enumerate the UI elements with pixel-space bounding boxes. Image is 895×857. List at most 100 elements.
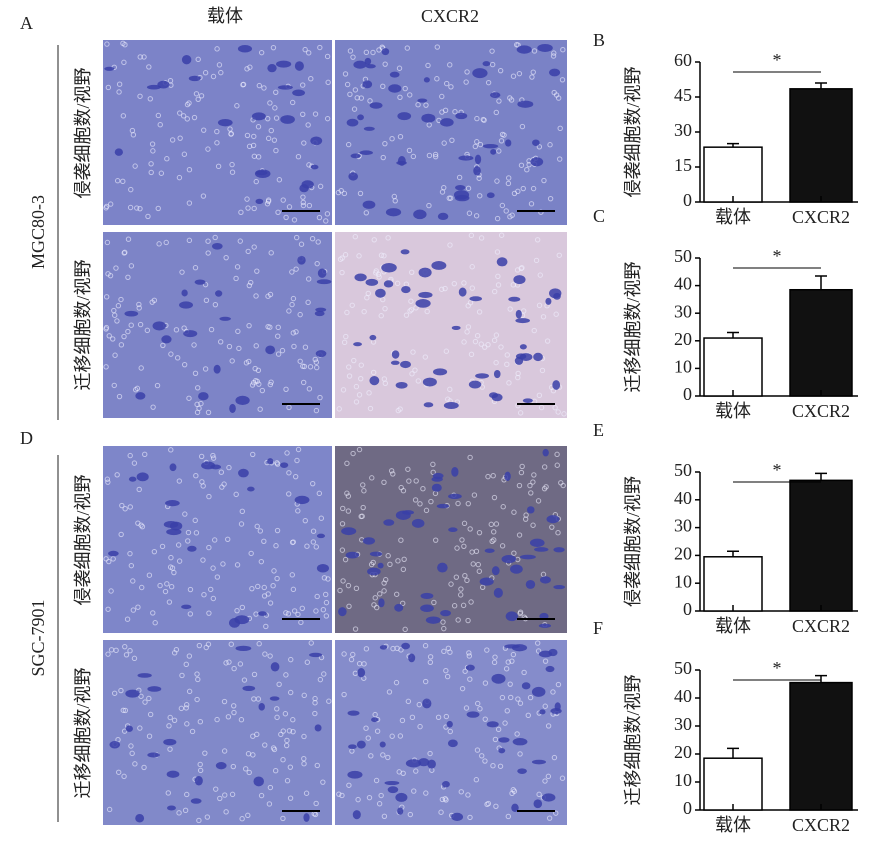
pore: [301, 363, 308, 370]
pore: [313, 407, 320, 414]
pore: [234, 607, 240, 614]
pore: [472, 143, 479, 150]
cell: [280, 115, 295, 124]
cell: [187, 545, 197, 552]
cell: [436, 503, 450, 509]
pore: [146, 733, 153, 739]
pore: [474, 139, 480, 145]
pore: [338, 187, 344, 194]
pore: [312, 700, 318, 706]
pore: [200, 557, 206, 563]
pore: [300, 111, 306, 117]
pore: [498, 138, 505, 144]
pore: [228, 131, 234, 137]
pore: [378, 792, 384, 799]
pore: [168, 351, 174, 357]
cell: [517, 768, 527, 775]
pore: [226, 343, 233, 350]
pore: [194, 409, 201, 416]
y-tick-label: 45: [674, 85, 692, 105]
cell: [530, 157, 544, 167]
pore: [396, 769, 402, 775]
pore: [358, 375, 364, 382]
pore: [541, 464, 548, 470]
pore: [485, 341, 491, 348]
cell: [466, 711, 480, 718]
pore: [393, 591, 400, 597]
cell: [108, 550, 119, 557]
pore: [555, 409, 561, 415]
cell: [472, 68, 488, 79]
cell: [367, 567, 381, 576]
pore: [287, 764, 294, 770]
pore: [291, 608, 298, 614]
cell: [362, 80, 373, 89]
bar: [703, 146, 763, 203]
pore: [317, 183, 324, 190]
pore: [412, 497, 419, 503]
pore: [409, 714, 416, 721]
pore: [120, 707, 126, 713]
y-tick-label: 10: [674, 571, 692, 591]
cell: [315, 350, 327, 358]
pore: [289, 572, 295, 578]
pore: [458, 586, 464, 592]
pore: [542, 778, 548, 784]
pore: [194, 671, 200, 677]
pore: [186, 688, 193, 695]
pore: [127, 648, 133, 654]
pore: [146, 572, 153, 578]
pore: [111, 690, 118, 696]
pore: [304, 659, 311, 665]
pore: [139, 584, 145, 591]
pore: [465, 324, 472, 330]
pore: [116, 81, 123, 87]
cell: [190, 798, 202, 804]
pore: [304, 543, 310, 549]
pore: [426, 202, 432, 209]
pore: [206, 544, 212, 551]
pore: [485, 79, 492, 86]
pore: [205, 250, 211, 256]
pore: [413, 305, 419, 311]
pore: [443, 80, 450, 87]
pore: [111, 382, 117, 389]
pore: [289, 539, 296, 546]
pore: [202, 70, 209, 76]
pore: [518, 265, 524, 272]
pore: [520, 185, 526, 192]
pore: [114, 178, 121, 184]
pore: [266, 801, 273, 807]
cell: [357, 667, 366, 678]
pore: [272, 768, 279, 774]
pore: [505, 813, 512, 820]
significance-mark: *: [773, 658, 782, 678]
pore: [106, 333, 112, 339]
cell: [369, 376, 380, 386]
cell: [423, 77, 430, 83]
pore: [493, 803, 499, 810]
cell: [347, 710, 360, 716]
pore: [268, 127, 274, 134]
bar: [789, 681, 853, 811]
pore: [103, 364, 109, 370]
cell: [277, 85, 293, 90]
cell: [128, 476, 137, 482]
pore: [494, 178, 500, 184]
pore: [491, 337, 498, 344]
pore: [180, 113, 187, 119]
pore: [448, 581, 454, 587]
pore: [432, 537, 439, 543]
cell: [303, 813, 310, 822]
cell: [432, 368, 448, 376]
error-bar: [727, 550, 739, 557]
pore: [444, 673, 451, 680]
cell: [515, 309, 522, 319]
pore: [131, 655, 138, 662]
pore: [134, 205, 140, 211]
pore: [220, 561, 226, 567]
pore: [535, 498, 542, 504]
pore: [193, 530, 200, 536]
pore: [286, 491, 292, 497]
pore: [457, 592, 464, 598]
